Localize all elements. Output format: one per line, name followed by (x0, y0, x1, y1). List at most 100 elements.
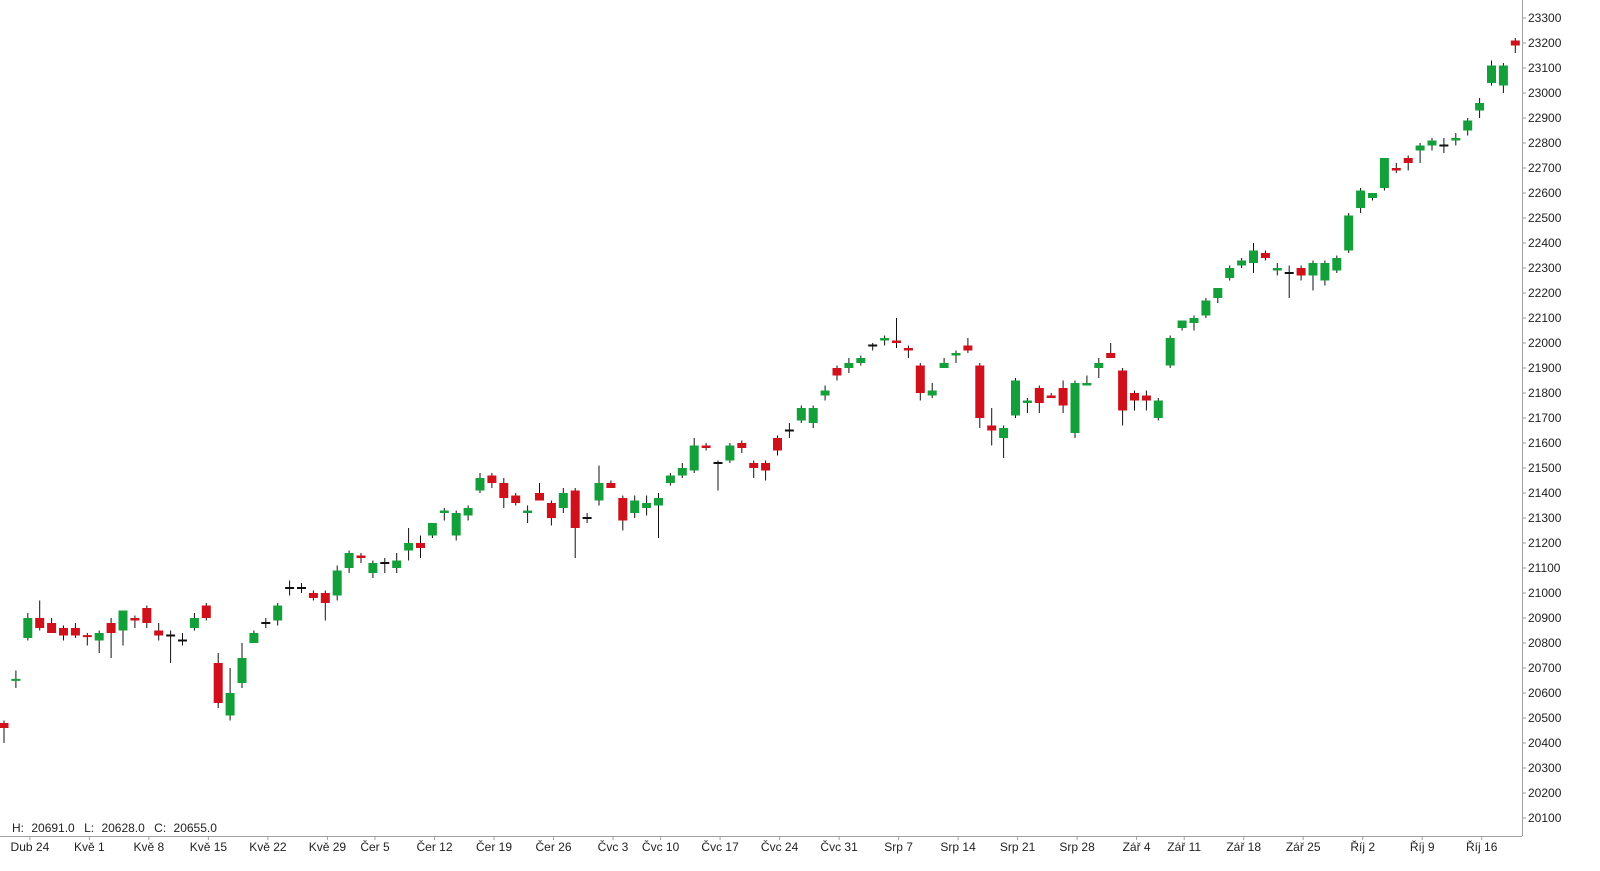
y-tick-label: 21100 (1528, 561, 1561, 575)
candle-body (344, 553, 354, 568)
candle (1391, 163, 1401, 173)
candle-body (630, 500, 640, 513)
candle-body (1415, 145, 1425, 151)
candle-body (451, 513, 461, 536)
candle-body (368, 563, 378, 573)
candle-body (427, 523, 437, 536)
candle (1296, 265, 1306, 281)
candle (1427, 138, 1437, 151)
candle-body (130, 618, 140, 621)
x-tick-label: Čvc 31 (820, 839, 858, 854)
candle (546, 500, 556, 526)
candle (1272, 263, 1282, 276)
candle (796, 405, 806, 423)
x-tick-label: Srp 28 (1059, 840, 1095, 854)
candle (892, 318, 901, 348)
candle-body (439, 510, 449, 513)
candle (1498, 63, 1508, 93)
candle (249, 630, 259, 643)
status-readout: H: 20691.0 L: 20628.0 C: 20655.0 (12, 821, 217, 835)
candle (1022, 398, 1032, 413)
candle (1510, 38, 1520, 53)
candle (463, 505, 473, 521)
x-tick-label: Zář 18 (1226, 840, 1261, 854)
y-tick-label: 22700 (1528, 161, 1562, 175)
candle (273, 603, 283, 626)
candle-body (1011, 380, 1020, 416)
candle-body (1022, 400, 1032, 403)
candle (1213, 288, 1223, 303)
candle (1082, 375, 1092, 386)
candle-body (332, 570, 342, 596)
candle (59, 625, 68, 641)
candle (1034, 385, 1044, 413)
candle (1260, 250, 1270, 261)
candle-body (189, 618, 199, 628)
candle-body (558, 493, 568, 508)
y-tick-label: 22300 (1528, 261, 1562, 275)
candle (618, 495, 628, 531)
candle-body (546, 503, 556, 518)
candle-body (951, 353, 961, 356)
candle (1403, 155, 1413, 171)
candle (1201, 298, 1211, 318)
candle-body (1141, 395, 1151, 401)
x-tick-label: Dub 24 (11, 840, 50, 854)
candle (320, 590, 330, 621)
candle (1046, 393, 1056, 398)
candle (1165, 335, 1175, 368)
candle-body (927, 390, 937, 396)
candle (356, 553, 366, 563)
candle (1153, 398, 1163, 421)
candle-body (392, 560, 402, 568)
candle-body (1201, 300, 1211, 316)
high-value: 20691.0 (31, 821, 75, 835)
candle (594, 465, 604, 506)
x-tick-label: Srp 7 (884, 840, 913, 854)
y-tick-label: 22500 (1528, 211, 1562, 225)
candle (856, 355, 866, 366)
candle (951, 350, 961, 363)
candle-body (1296, 268, 1306, 276)
candle-body (1368, 193, 1377, 198)
y-tick-label: 21700 (1528, 411, 1562, 425)
candle (130, 615, 140, 628)
candle (725, 443, 735, 463)
candle-body (1094, 363, 1104, 368)
candle (178, 633, 187, 646)
candle-body (594, 483, 604, 501)
candle (558, 488, 568, 513)
candle-body (1332, 258, 1342, 271)
candle (1177, 320, 1187, 331)
candle (1130, 390, 1139, 411)
candle (749, 460, 759, 478)
candle (939, 358, 949, 368)
candle-body (487, 475, 497, 483)
y-tick-label: 21300 (1528, 511, 1562, 525)
candle-body (1046, 395, 1056, 398)
low-value: 20628.0 (101, 821, 145, 835)
candle (642, 495, 652, 516)
candle-body (820, 390, 830, 396)
candle (439, 508, 449, 521)
candle-body (499, 483, 509, 498)
candle-body (1058, 388, 1068, 406)
candle-body (677, 468, 687, 476)
candle (737, 440, 747, 453)
close-value: 20655.0 (174, 821, 218, 835)
y-tick-label: 23200 (1528, 36, 1562, 50)
candle (451, 510, 461, 541)
candle (1487, 60, 1496, 86)
candle-body (1153, 400, 1163, 418)
candle-body (1118, 370, 1128, 411)
x-tick-label: Říj 16 (1466, 839, 1498, 854)
candle (1320, 260, 1330, 286)
candle (297, 583, 306, 593)
y-tick-label: 21600 (1528, 436, 1562, 450)
candle-body (1177, 320, 1187, 328)
y-tick-label: 21200 (1528, 536, 1562, 550)
candle-body (118, 610, 128, 631)
candle (1225, 265, 1235, 281)
